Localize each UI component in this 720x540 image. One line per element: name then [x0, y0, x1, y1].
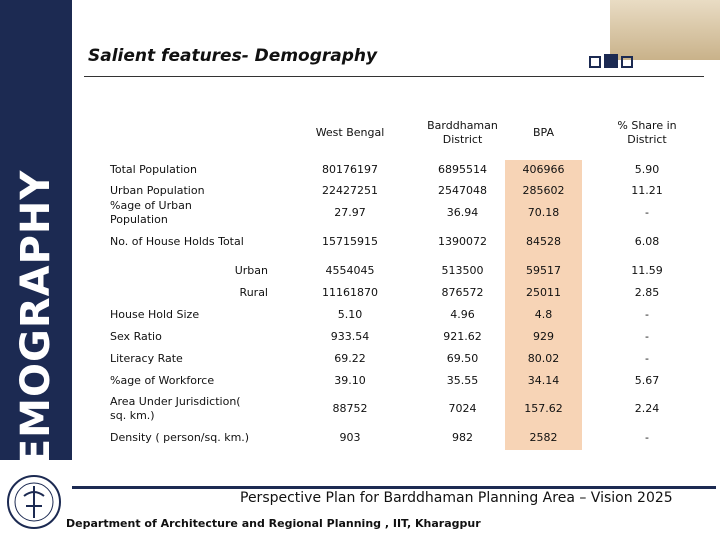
table-cell: -	[645, 431, 649, 444]
table-cell: 2.24	[634, 402, 660, 415]
row-label: House Hold Size	[110, 308, 200, 321]
table-cell: 88752	[332, 402, 368, 415]
table-cell: 69.50	[446, 352, 479, 365]
row-label: Total Population	[110, 163, 197, 176]
table-cell: 11161870	[322, 286, 378, 299]
decor-squares	[589, 54, 633, 68]
table-cell: 4.8	[505, 304, 582, 326]
table-cell: 6.08	[634, 235, 660, 248]
table-cell: 25011	[505, 282, 582, 304]
row-label: Area Under Jurisdiction( sq. km.)	[110, 395, 241, 422]
table-cell: 27.97	[334, 206, 366, 219]
table-cell: 6895514	[438, 163, 487, 176]
column-header: % Share in District	[617, 118, 677, 146]
table-cell: 929	[505, 326, 582, 348]
table-cell: 513500	[441, 264, 484, 277]
table-cell: 903	[339, 431, 361, 444]
sidebar-label: DEMOGRAPHY	[13, 169, 59, 501]
table-cell: 22427251	[322, 184, 378, 197]
table-cell: 157.62	[505, 392, 582, 426]
table-cell: -	[645, 330, 649, 343]
table-cell: 876572	[441, 286, 484, 299]
table-cell: 11.59	[631, 264, 663, 277]
table-cell: 921.62	[443, 330, 482, 343]
table-cell: 80.02	[505, 348, 582, 370]
row-label: %age of Workforce	[110, 374, 215, 387]
slide-title: Salient features- Demography	[88, 46, 378, 66]
row-label: Rural	[239, 286, 268, 299]
table-cell: 11.21	[631, 184, 663, 197]
row-label: %age of Urban Population	[110, 199, 192, 226]
row-label: Urban Population	[110, 184, 205, 197]
table-cell: 5.90	[634, 163, 660, 176]
table-cell: 15715915	[322, 235, 378, 248]
table-cell: 34.14	[505, 370, 582, 392]
column-header: Barddhaman District	[427, 118, 498, 146]
row-label: Urban	[234, 264, 268, 277]
table-cell: 39.10	[334, 374, 366, 387]
table-cell: 2582	[505, 426, 582, 450]
table-cell: 933.54	[330, 330, 370, 343]
table-cell: 35.55	[446, 374, 479, 387]
row-label: Literacy Rate	[110, 352, 183, 365]
table-cell: 4.96	[450, 308, 475, 321]
table-cell: 982	[452, 431, 473, 444]
column-header: BPA	[532, 125, 554, 139]
table-cell: 285602	[505, 180, 582, 202]
table-cell: 36.94	[446, 206, 479, 219]
column-header: West Bengal	[315, 125, 385, 139]
table-cell: -	[645, 352, 649, 365]
table-cell: 5.10	[337, 308, 363, 321]
footer-department: Department of Architecture and Regional …	[66, 517, 481, 530]
table-cell: -	[645, 206, 649, 219]
footer-title: Perspective Plan for Barddhaman Planning…	[240, 490, 673, 506]
header-photo	[610, 0, 720, 60]
table-cell: 70.18	[505, 202, 582, 224]
table-cell: 406966	[505, 160, 582, 180]
logo	[7, 475, 61, 529]
table-cell: 2547048	[438, 184, 487, 197]
sidebar: DEMOGRAPHY	[0, 0, 72, 500]
row-label: Sex Ratio	[110, 330, 162, 343]
table-cell: 7024	[448, 402, 477, 415]
table-cell: 5.67	[634, 374, 660, 387]
table-cell: 84528	[505, 224, 582, 260]
table-cell: -	[645, 308, 649, 321]
table-cell: 2.85	[634, 286, 660, 299]
table-cell: 80176197	[322, 163, 378, 176]
table-cell: 1390072	[438, 235, 487, 248]
table-cell: 69.22	[334, 352, 366, 365]
row-label: Density ( person/sq. km.)	[110, 431, 250, 444]
table-cell: 4554045	[325, 264, 375, 277]
title-rule	[84, 76, 704, 77]
row-label: No. of House Holds Total	[110, 235, 244, 248]
table-cell: 59517	[505, 260, 582, 282]
footer-rule	[72, 486, 716, 489]
